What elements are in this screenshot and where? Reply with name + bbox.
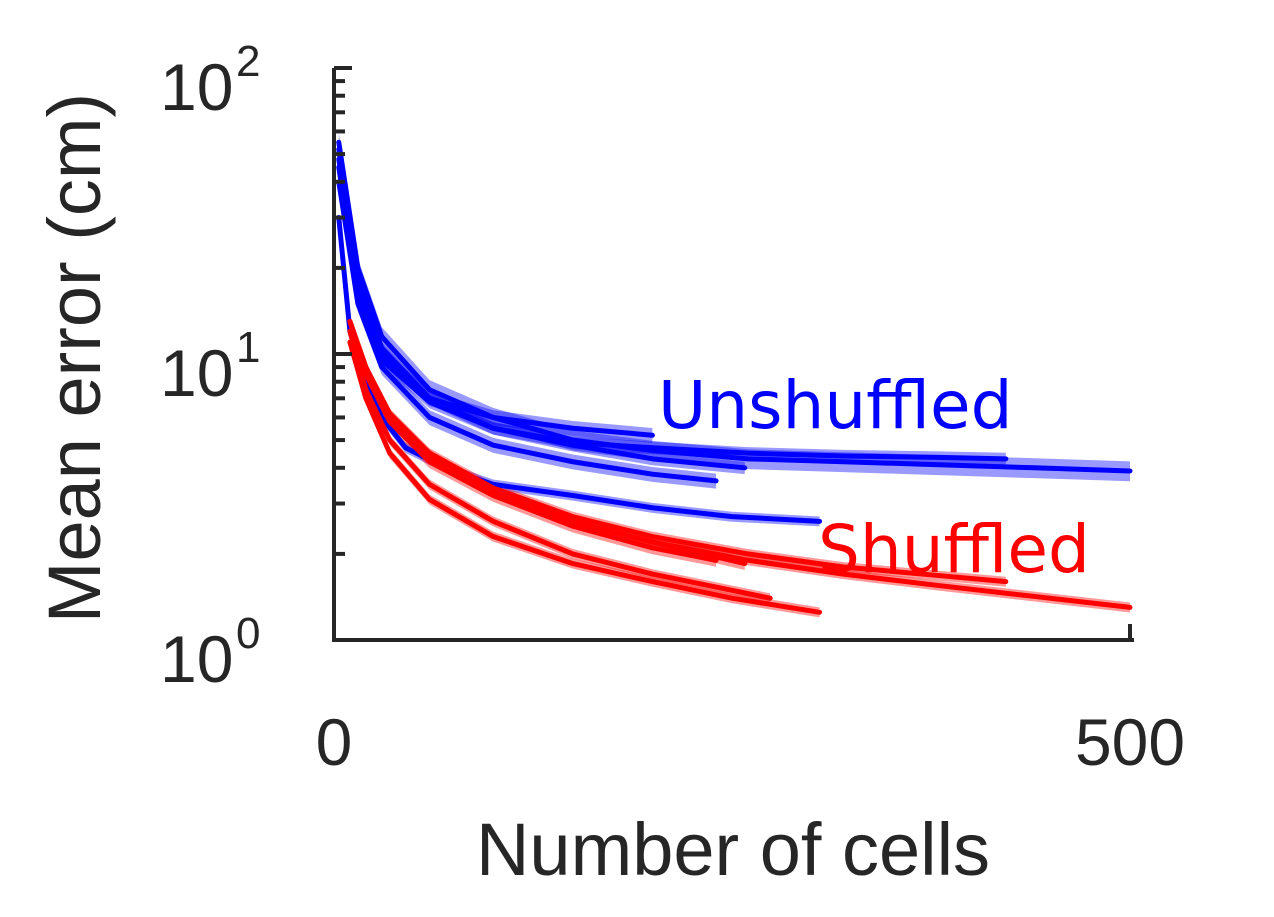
y-tick-exponent: 1: [236, 323, 260, 372]
series-line-unshuffled-2: [336, 156, 655, 438]
series-line-shuffled-10: [347, 328, 773, 601]
y-tick-exponent: 0: [236, 609, 260, 658]
error-band-unshuffled-2: [338, 151, 653, 443]
series-lines: [336, 139, 1133, 615]
series-line-unshuffled-4: [336, 179, 719, 484]
ticks: [332, 66, 1132, 642]
y-tick-label: 10: [160, 50, 233, 124]
x-tick-label: 500: [1075, 705, 1185, 779]
unshuffled-annotation: Unshuffled: [658, 367, 1013, 444]
y-tick-label: 10: [160, 336, 233, 410]
series-line-shuffled-9: [347, 328, 719, 563]
x-axis-title: Number of cells: [476, 808, 990, 891]
x-tick-label: 0: [316, 705, 353, 779]
y-tick-label: 10: [160, 622, 233, 696]
series-line-unshuffled-3: [336, 164, 748, 471]
shuffled-annotation: Shuffled: [818, 511, 1090, 588]
y-axis-title: Mean error (cm): [33, 93, 116, 623]
series-line-shuffled-11: [347, 339, 823, 615]
y-tick-exponent: 2: [236, 37, 260, 86]
